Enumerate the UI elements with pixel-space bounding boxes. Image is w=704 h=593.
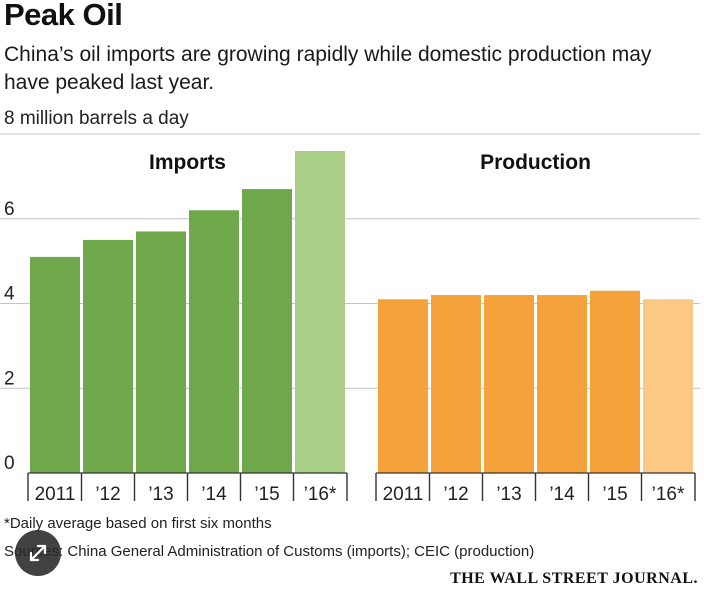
series-label-imports: Imports bbox=[149, 151, 226, 174]
bar-imports-5 bbox=[295, 150, 345, 473]
expand-arrows-icon bbox=[29, 544, 47, 562]
y-tick-label: 2 bbox=[4, 368, 15, 389]
y-tick-label: 4 bbox=[4, 284, 15, 305]
bar-production-2 bbox=[484, 295, 534, 473]
x-tick-label-production: ’13 bbox=[496, 484, 521, 505]
bar-imports-0 bbox=[30, 256, 80, 473]
bar-production-3 bbox=[537, 295, 587, 473]
series-label-production: Production bbox=[480, 151, 591, 174]
sources-note: Sources: China General Administration of… bbox=[4, 543, 535, 560]
bar-production-0 bbox=[378, 299, 428, 473]
x-tick-label-production: ’15 bbox=[602, 484, 627, 505]
bar-imports-4 bbox=[242, 189, 292, 473]
bar-production-4 bbox=[590, 290, 640, 473]
x-tick-label-production: ’12 bbox=[443, 484, 468, 505]
x-tick-label-imports: ’13 bbox=[148, 484, 173, 505]
bar-imports-3 bbox=[189, 210, 239, 473]
expand-button[interactable] bbox=[15, 530, 61, 576]
x-tick-label-imports: 2011 bbox=[35, 484, 76, 505]
publisher-masthead: THE WALL STREET JOURNAL. bbox=[450, 570, 698, 587]
bar-imports-1 bbox=[83, 239, 133, 473]
bar-imports-2 bbox=[136, 231, 186, 473]
x-tick-label-imports: ’12 bbox=[95, 484, 120, 505]
x-tick-label-imports: ’16* bbox=[304, 484, 337, 505]
x-tick-label-production: ’14 bbox=[549, 484, 575, 505]
bar-chart: 0 2 4 6 2011 ’12 ’13 ’14 ’15 ’16* Imports 2011 ’12 ’1… bbox=[0, 133, 700, 505]
chart-title: Peak Oil bbox=[4, 0, 123, 32]
chart-subtitle: China’s oil imports are growing rapidly … bbox=[4, 43, 652, 94]
x-tick-label-production: ’16* bbox=[652, 484, 685, 505]
bar-production-5 bbox=[643, 299, 693, 473]
x-tick-label-production: 2011 bbox=[383, 484, 424, 505]
bar-production-1 bbox=[431, 295, 481, 473]
y-axis-unit-label: 8 million barrels a day bbox=[4, 108, 189, 129]
x-tick-label-imports: ’14 bbox=[201, 484, 227, 505]
x-tick-label-imports: ’15 bbox=[254, 484, 279, 505]
footnote: *Daily average based on first six months bbox=[4, 515, 272, 532]
y-tick-label: 6 bbox=[4, 199, 15, 220]
y-tick-label: 0 bbox=[4, 453, 15, 474]
